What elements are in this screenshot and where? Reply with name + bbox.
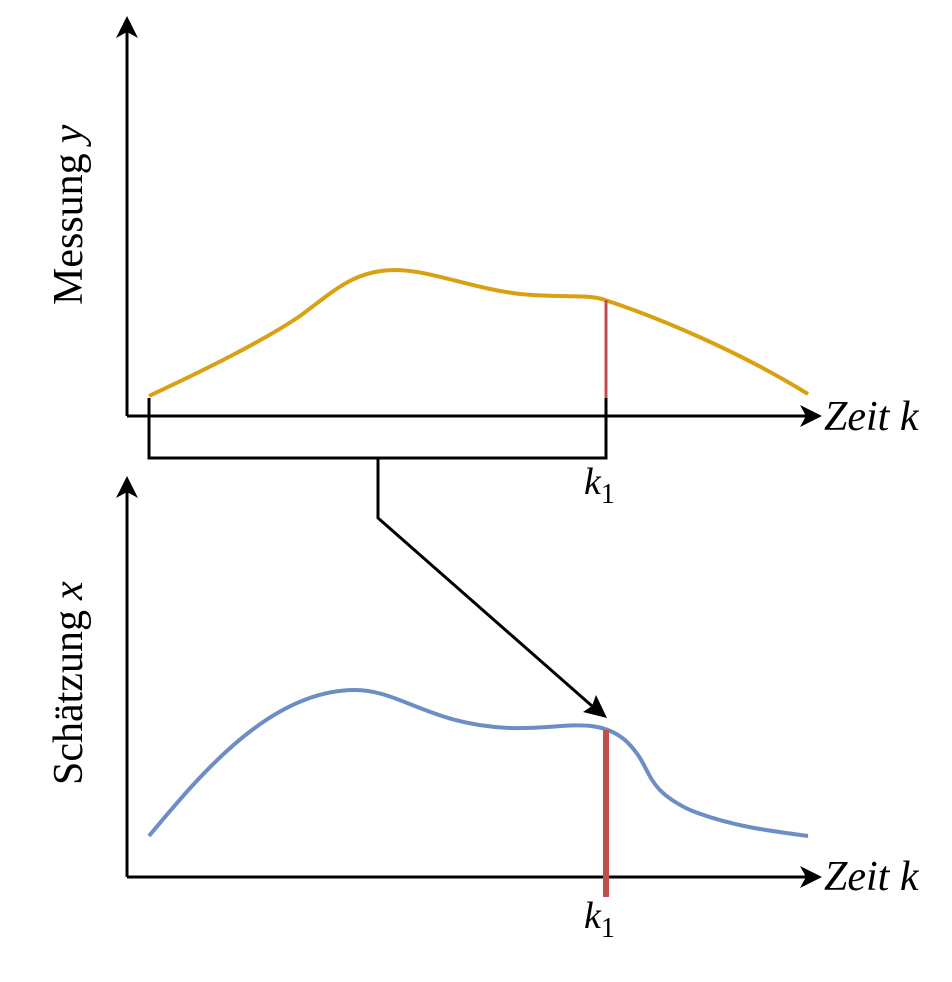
bottom-panel: Schätzungx Zeit k k1 (46, 476, 920, 944)
top-panel: Messungy Zeit k k1 (46, 16, 920, 510)
bottom-x-label: Zeit k (824, 854, 920, 900)
top-y-axis-arrowhead (116, 16, 138, 38)
mapping-arrow-line (376, 458, 593, 708)
top-x-label: Zeit k (824, 394, 920, 440)
bottom-y-axis-arrowhead (116, 476, 138, 498)
top-k1-label: k1 (584, 461, 615, 510)
estimate-curve (147, 687, 809, 838)
top-y-label: Messungy (46, 124, 92, 305)
bottom-k1-label: k1 (584, 895, 615, 944)
bottom-y-label: Schätzungx (46, 581, 92, 785)
measurement-curve (148, 267, 810, 398)
mapping-arrow (376, 458, 607, 718)
bottom-x-axis-arrowhead (800, 866, 822, 888)
top-x-axis-arrowhead (800, 405, 822, 427)
window-bracket (147, 398, 608, 460)
mapping-arrowhead (583, 695, 607, 718)
